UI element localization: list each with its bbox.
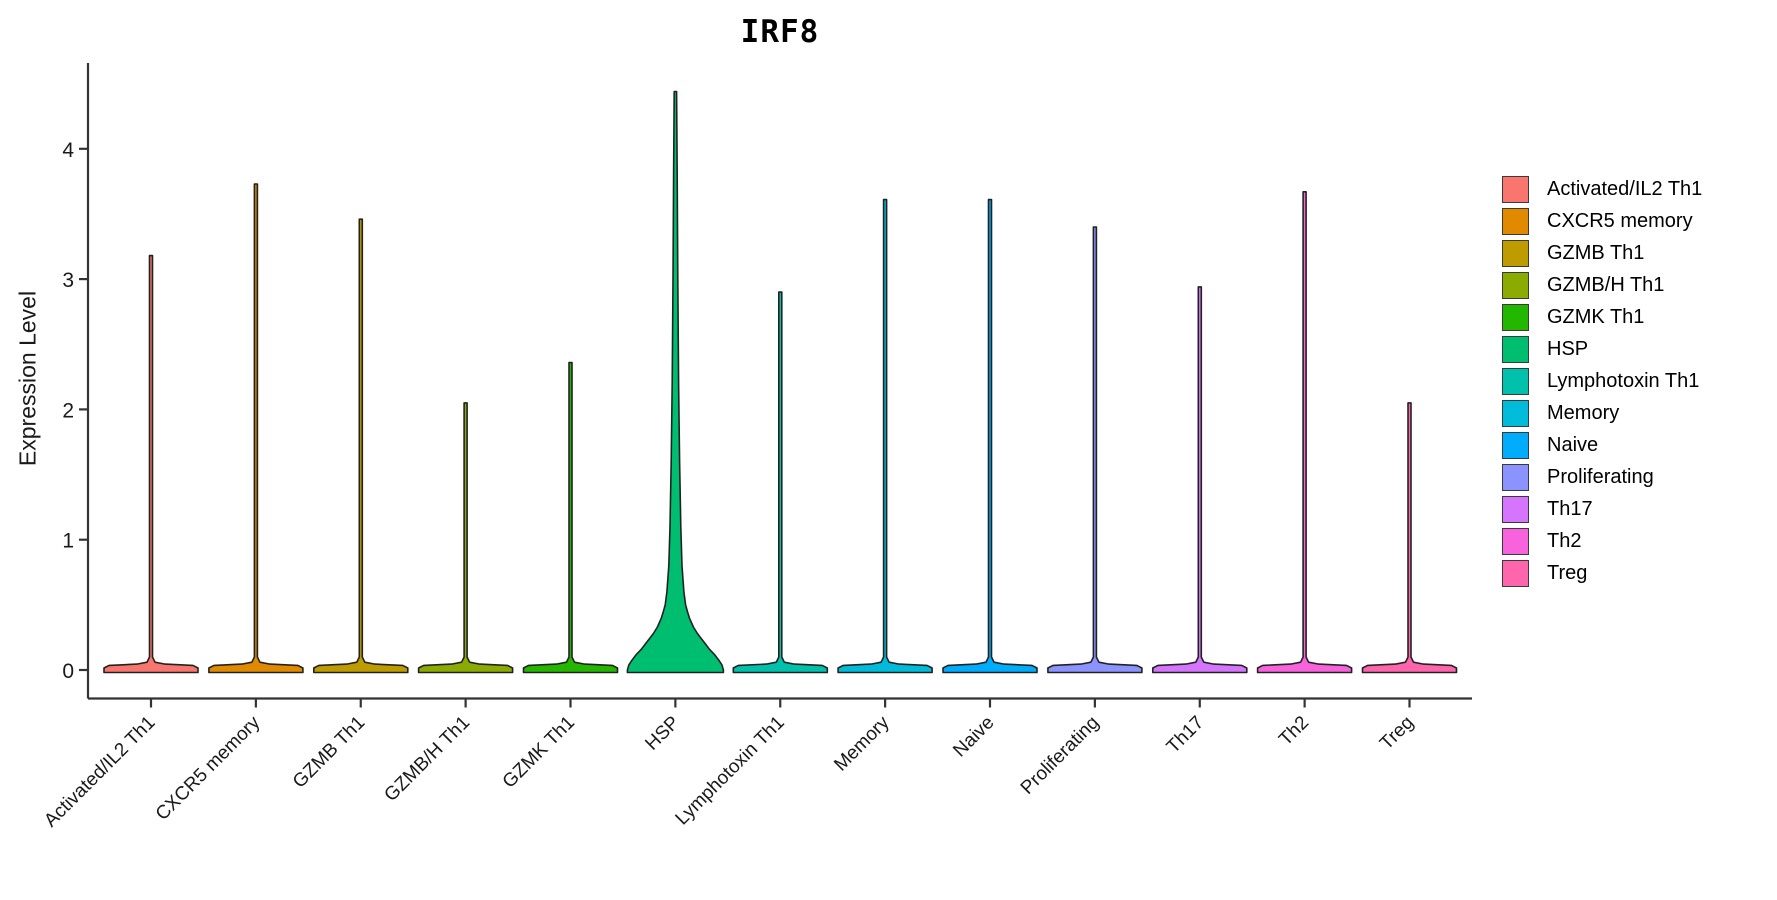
legend-item-label: Memory: [1547, 402, 1620, 424]
legend-color-swatch: [1502, 175, 1529, 203]
x-category-label: Activated/IL2 Th1: [40, 712, 159, 831]
legend-color-swatch: [1502, 303, 1529, 331]
y-tick-label: 4: [62, 139, 74, 162]
x-category-label: Lymphotoxin Th1: [672, 712, 789, 829]
legend-color-swatch: [1502, 527, 1529, 555]
legend-item-label: Proliferating: [1547, 466, 1654, 488]
legend-item: GZMK Th1: [1502, 303, 1702, 331]
legend-item-label: Naive: [1547, 434, 1599, 456]
legend-item: Naive: [1502, 431, 1702, 459]
violin-hsp: [626, 90, 725, 674]
legend-color-swatch: [1502, 271, 1529, 299]
legend-item: Activated/IL2 Th1: [1502, 175, 1702, 203]
legend-item: HSP: [1502, 335, 1702, 363]
violin-gzmk-th1: [522, 361, 619, 674]
legend-item: GZMB/H Th1: [1502, 271, 1702, 299]
legend-item-label: Activated/IL2 Th1: [1547, 178, 1703, 200]
legend-item: Lymphotoxin Th1: [1502, 367, 1702, 395]
legend-color-swatch: [1502, 463, 1529, 491]
legend-item-label: Th2: [1547, 530, 1582, 552]
violin-cxcr5-memory: [208, 183, 304, 674]
violin-activated-il2-th1: [103, 254, 199, 674]
plot-title: IRF8: [740, 14, 820, 50]
legend-item-label: GZMK Th1: [1547, 306, 1645, 328]
legend-item: GZMB Th1: [1502, 239, 1702, 267]
legend-item: Treg: [1502, 559, 1702, 587]
legend-color-swatch: [1502, 431, 1529, 459]
legend-item: CXCR5 memory: [1502, 207, 1702, 235]
legend-item: Th2: [1502, 527, 1702, 555]
x-category-label: Th17: [1163, 712, 1208, 757]
legend-item-label: GZMB/H Th1: [1547, 274, 1665, 296]
legend-color-swatch: [1502, 559, 1529, 587]
legend-item-label: Treg: [1547, 562, 1588, 584]
legend-item-label: GZMB Th1: [1547, 242, 1645, 264]
x-category-label: GZMB Th1: [289, 712, 369, 792]
violin-gzmb-th1: [313, 218, 409, 674]
x-category-label: GZMB/H Th1: [380, 712, 474, 806]
x-category-label: Naive: [949, 712, 998, 761]
legend-item-label: Lymphotoxin Th1: [1547, 370, 1700, 392]
x-category-label: Memory: [830, 712, 894, 776]
legend-color-swatch: [1502, 495, 1529, 523]
x-category-label: GZMK Th1: [499, 712, 579, 792]
legend-color-swatch: [1502, 335, 1529, 363]
x-category-label: Treg: [1376, 712, 1418, 754]
legend-item-label: Th17: [1547, 498, 1593, 520]
x-category-label: HSP: [641, 712, 683, 754]
y-tick-label: 0: [62, 660, 74, 683]
legend-item-label: CXCR5 memory: [1547, 210, 1693, 232]
x-category-label: Th2: [1275, 712, 1313, 750]
x-category-label: CXCR5 memory: [152, 712, 265, 825]
legend-color-swatch: [1502, 207, 1529, 235]
violin-treg: [1361, 402, 1458, 674]
legend-color-swatch: [1502, 239, 1529, 267]
legend: Activated/IL2 Th1 CXCR5 memory GZMB Th1 GZM…: [1502, 175, 1702, 587]
y-tick-label: 2: [62, 399, 74, 422]
violin-th2: [1256, 191, 1353, 674]
y-tick-label: 1: [62, 530, 74, 553]
violin-naive: [942, 198, 1038, 674]
violin-lymphotoxin-th1: [732, 291, 829, 674]
violin-th17: [1152, 286, 1248, 674]
y-tick-label: 3: [62, 269, 74, 292]
legend-item-label: HSP: [1547, 338, 1589, 360]
violin-proliferating: [1047, 226, 1143, 674]
violin-gzmb-h-th1: [417, 402, 514, 674]
legend-color-swatch: [1502, 399, 1529, 427]
x-category-label: Proliferating: [1017, 712, 1104, 799]
legend-item: Th17: [1502, 495, 1702, 523]
legend-item: Memory: [1502, 399, 1702, 427]
violin-memory: [837, 198, 933, 674]
legend-item: Proliferating: [1502, 463, 1702, 491]
legend-color-swatch: [1502, 367, 1529, 395]
